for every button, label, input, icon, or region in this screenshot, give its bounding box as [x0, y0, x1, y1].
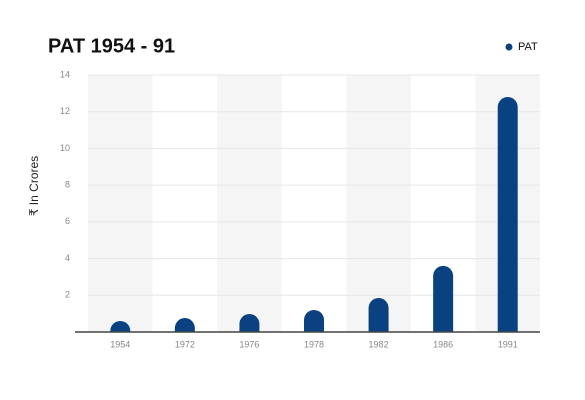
y-tick-label: 10: [60, 143, 70, 153]
x-tick-label: 1991: [498, 339, 518, 349]
x-tick-label: 1954: [110, 339, 130, 349]
bar: [368, 298, 389, 332]
x-tick-label: 1978: [304, 339, 324, 349]
y-axis-label: ₹ In Crores: [27, 156, 41, 216]
y-tick-label: 4: [65, 253, 70, 263]
x-tick-label: 1982: [369, 339, 389, 349]
y-tick-label: 12: [60, 106, 70, 116]
y-tick-label: 2: [65, 290, 70, 300]
y-tick-label: 6: [65, 216, 70, 226]
legend-label: PAT: [518, 41, 538, 53]
bar: [110, 320, 131, 332]
band-shade: [88, 75, 153, 332]
y-tick-label: 14: [60, 69, 70, 79]
band-shade: [217, 75, 282, 332]
x-tick-label: 1976: [239, 339, 259, 349]
legend-marker: [505, 43, 513, 51]
bar: [174, 318, 195, 332]
bar: [239, 314, 260, 332]
bar: [433, 265, 454, 332]
y-tick-label: 8: [65, 180, 70, 190]
chart-title: PAT 1954 - 91: [48, 35, 175, 57]
band-shade: [346, 75, 411, 332]
x-tick-label: 1986: [433, 339, 453, 349]
bar: [497, 97, 518, 333]
bar: [304, 309, 324, 332]
x-tick-label: 1972: [175, 339, 195, 349]
